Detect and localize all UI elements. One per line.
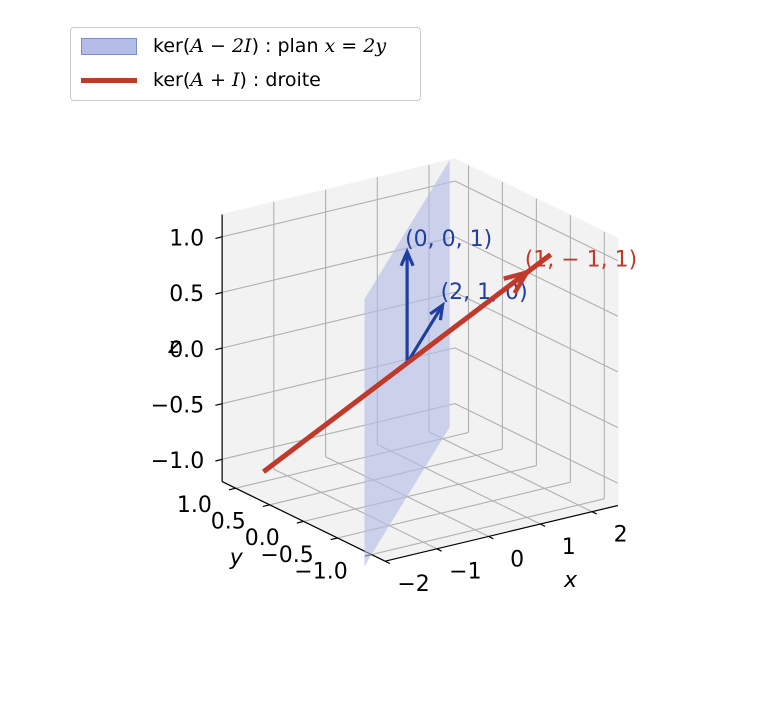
axis-labels: x y z — [167, 334, 578, 593]
legend-swatch-line — [81, 77, 137, 83]
x-tick-mark — [540, 523, 546, 527]
legend-item-line: ker(A + I) : droite — [81, 66, 321, 94]
gridline-z-side — [454, 180, 619, 262]
gridline-z-back — [221, 180, 456, 238]
vector-arrowhead-1 — [429, 301, 445, 321]
z-tick-label: −1.0 — [151, 449, 204, 474]
y-tick-label: 0.0 — [245, 526, 280, 551]
z-tick-label: 0.0 — [169, 338, 204, 363]
z-tick-mark — [215, 403, 223, 406]
gridline-y-floor — [371, 498, 605, 556]
z-tick-mark — [215, 458, 223, 462]
x-tick-label: 2 — [614, 523, 628, 548]
z-axis-label: z — [167, 334, 180, 359]
gridline-z-side — [454, 236, 619, 317]
y-tick-mark — [262, 504, 270, 507]
z-tick-label: −0.5 — [151, 394, 204, 419]
y-tick-label: 1.0 — [177, 493, 212, 518]
x-tick-label: 0 — [510, 547, 524, 572]
y-tick-mark — [296, 520, 304, 524]
y-tick-mark — [228, 487, 236, 491]
vector-arrowhead-0 — [399, 247, 415, 267]
x-tick-mark — [436, 548, 442, 552]
z-tick-label: 0.5 — [169, 282, 204, 307]
x-tick-mark — [488, 535, 494, 540]
gridline-z-side — [454, 403, 619, 484]
z-tick-label: 1.0 — [169, 227, 204, 252]
x-axis-line — [384, 504, 619, 562]
x-tick-label: −2 — [397, 572, 429, 597]
vector-arrow-2 — [405, 270, 529, 365]
z-tick-mark — [215, 236, 223, 239]
axis-ticks: −2 −1 0 1 2−1.0−0.50.00.51.0−1.0−0.50.00.51.… — [151, 227, 628, 597]
x-tick-mark — [591, 511, 598, 515]
x-axis-label: x — [563, 568, 578, 593]
y-tick-mark — [330, 537, 338, 541]
y-axis-label: y — [229, 546, 244, 571]
z-tick-mark — [215, 291, 223, 295]
gridline-z-side — [454, 347, 619, 429]
legend-swatch-plane — [81, 37, 137, 55]
x-tick-label: 1 — [562, 535, 576, 560]
y-tick-label: −0.5 — [260, 543, 313, 568]
x-tick-label: −1 — [449, 560, 481, 585]
legend: ker(A − 2I) : plan x = 2y ker(A + I) : d… — [70, 27, 421, 101]
vector-arrow-1 — [405, 304, 444, 364]
y-tick-label: −1.0 — [294, 559, 347, 584]
vector-arrowhead-2 — [503, 269, 532, 295]
legend-label-line: ker(A + I) : droite — [153, 69, 321, 91]
vector-label-0: (0, 0, 1) — [405, 227, 492, 252]
x-tick-mark — [384, 560, 391, 565]
z-tick-mark — [215, 347, 223, 351]
plot-area: (0, 0, 1)(2, 1, 0)(1, − 1, 1) — [261, 160, 638, 567]
gridline-y-floor — [303, 465, 537, 522]
vector-label-2: (1, − 1, 1) — [525, 248, 638, 273]
legend-item-plane: ker(A − 2I) : plan x = 2y — [81, 32, 386, 60]
legend-label-plane: ker(A − 2I) : plan x = 2y — [153, 35, 387, 57]
y-tick-label: 0.5 — [211, 510, 246, 535]
